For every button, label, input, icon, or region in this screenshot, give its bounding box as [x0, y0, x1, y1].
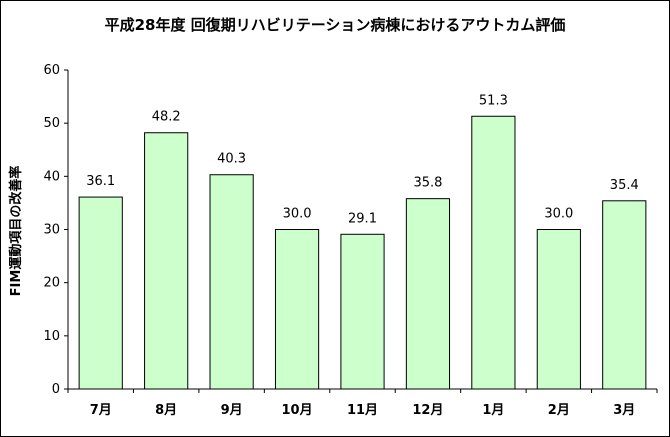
y-tick-label: 10	[43, 329, 60, 344]
bar	[78, 196, 123, 390]
x-tick-label: 1月	[482, 403, 504, 418]
bar	[144, 132, 189, 390]
x-tick-label: 12月	[412, 403, 443, 418]
data-label: 30.0	[283, 207, 312, 222]
bar	[536, 229, 581, 390]
y-tick-label: 50	[43, 116, 60, 131]
bar	[602, 200, 647, 390]
bar	[209, 174, 254, 390]
y-axis-label: FIM運動項目の改善率	[8, 166, 24, 297]
x-tick-label: 9月	[221, 403, 243, 418]
x-tick-label: 11月	[347, 403, 378, 418]
data-label: 40.3	[217, 152, 246, 167]
data-label: 30.0	[544, 207, 573, 222]
chart-title: 平成28年度 回復期リハビリテーション病棟におけるアウトカム評価	[105, 16, 566, 34]
x-tick-label: 10月	[282, 403, 313, 418]
y-tick-label: 0	[52, 382, 60, 397]
x-tick-label: 3月	[613, 403, 635, 418]
data-label: 35.4	[610, 178, 639, 193]
y-tick-label: 20	[43, 276, 60, 291]
y-tick-label: 60	[43, 63, 60, 78]
plot-area: 0 10 20 30 40 50 60 36.1 7月 48.2 8月 40.3 9月 30.0 10月 29…	[43, 63, 658, 418]
y-tick-label: 30	[43, 223, 60, 238]
data-label: 35.8	[413, 176, 442, 191]
data-label: 29.1	[348, 211, 377, 226]
bar	[274, 229, 320, 390]
data-label: 51.3	[479, 93, 508, 108]
x-tick-label: 7月	[90, 403, 112, 418]
x-tick-label: 8月	[155, 403, 177, 418]
x-tick-label: 2月	[548, 403, 570, 418]
bar	[471, 115, 516, 390]
data-label: 36.1	[86, 174, 115, 189]
bar	[405, 198, 451, 390]
data-label: 48.2	[152, 110, 181, 125]
bar	[340, 233, 385, 390]
y-tick-label: 40	[43, 169, 60, 184]
